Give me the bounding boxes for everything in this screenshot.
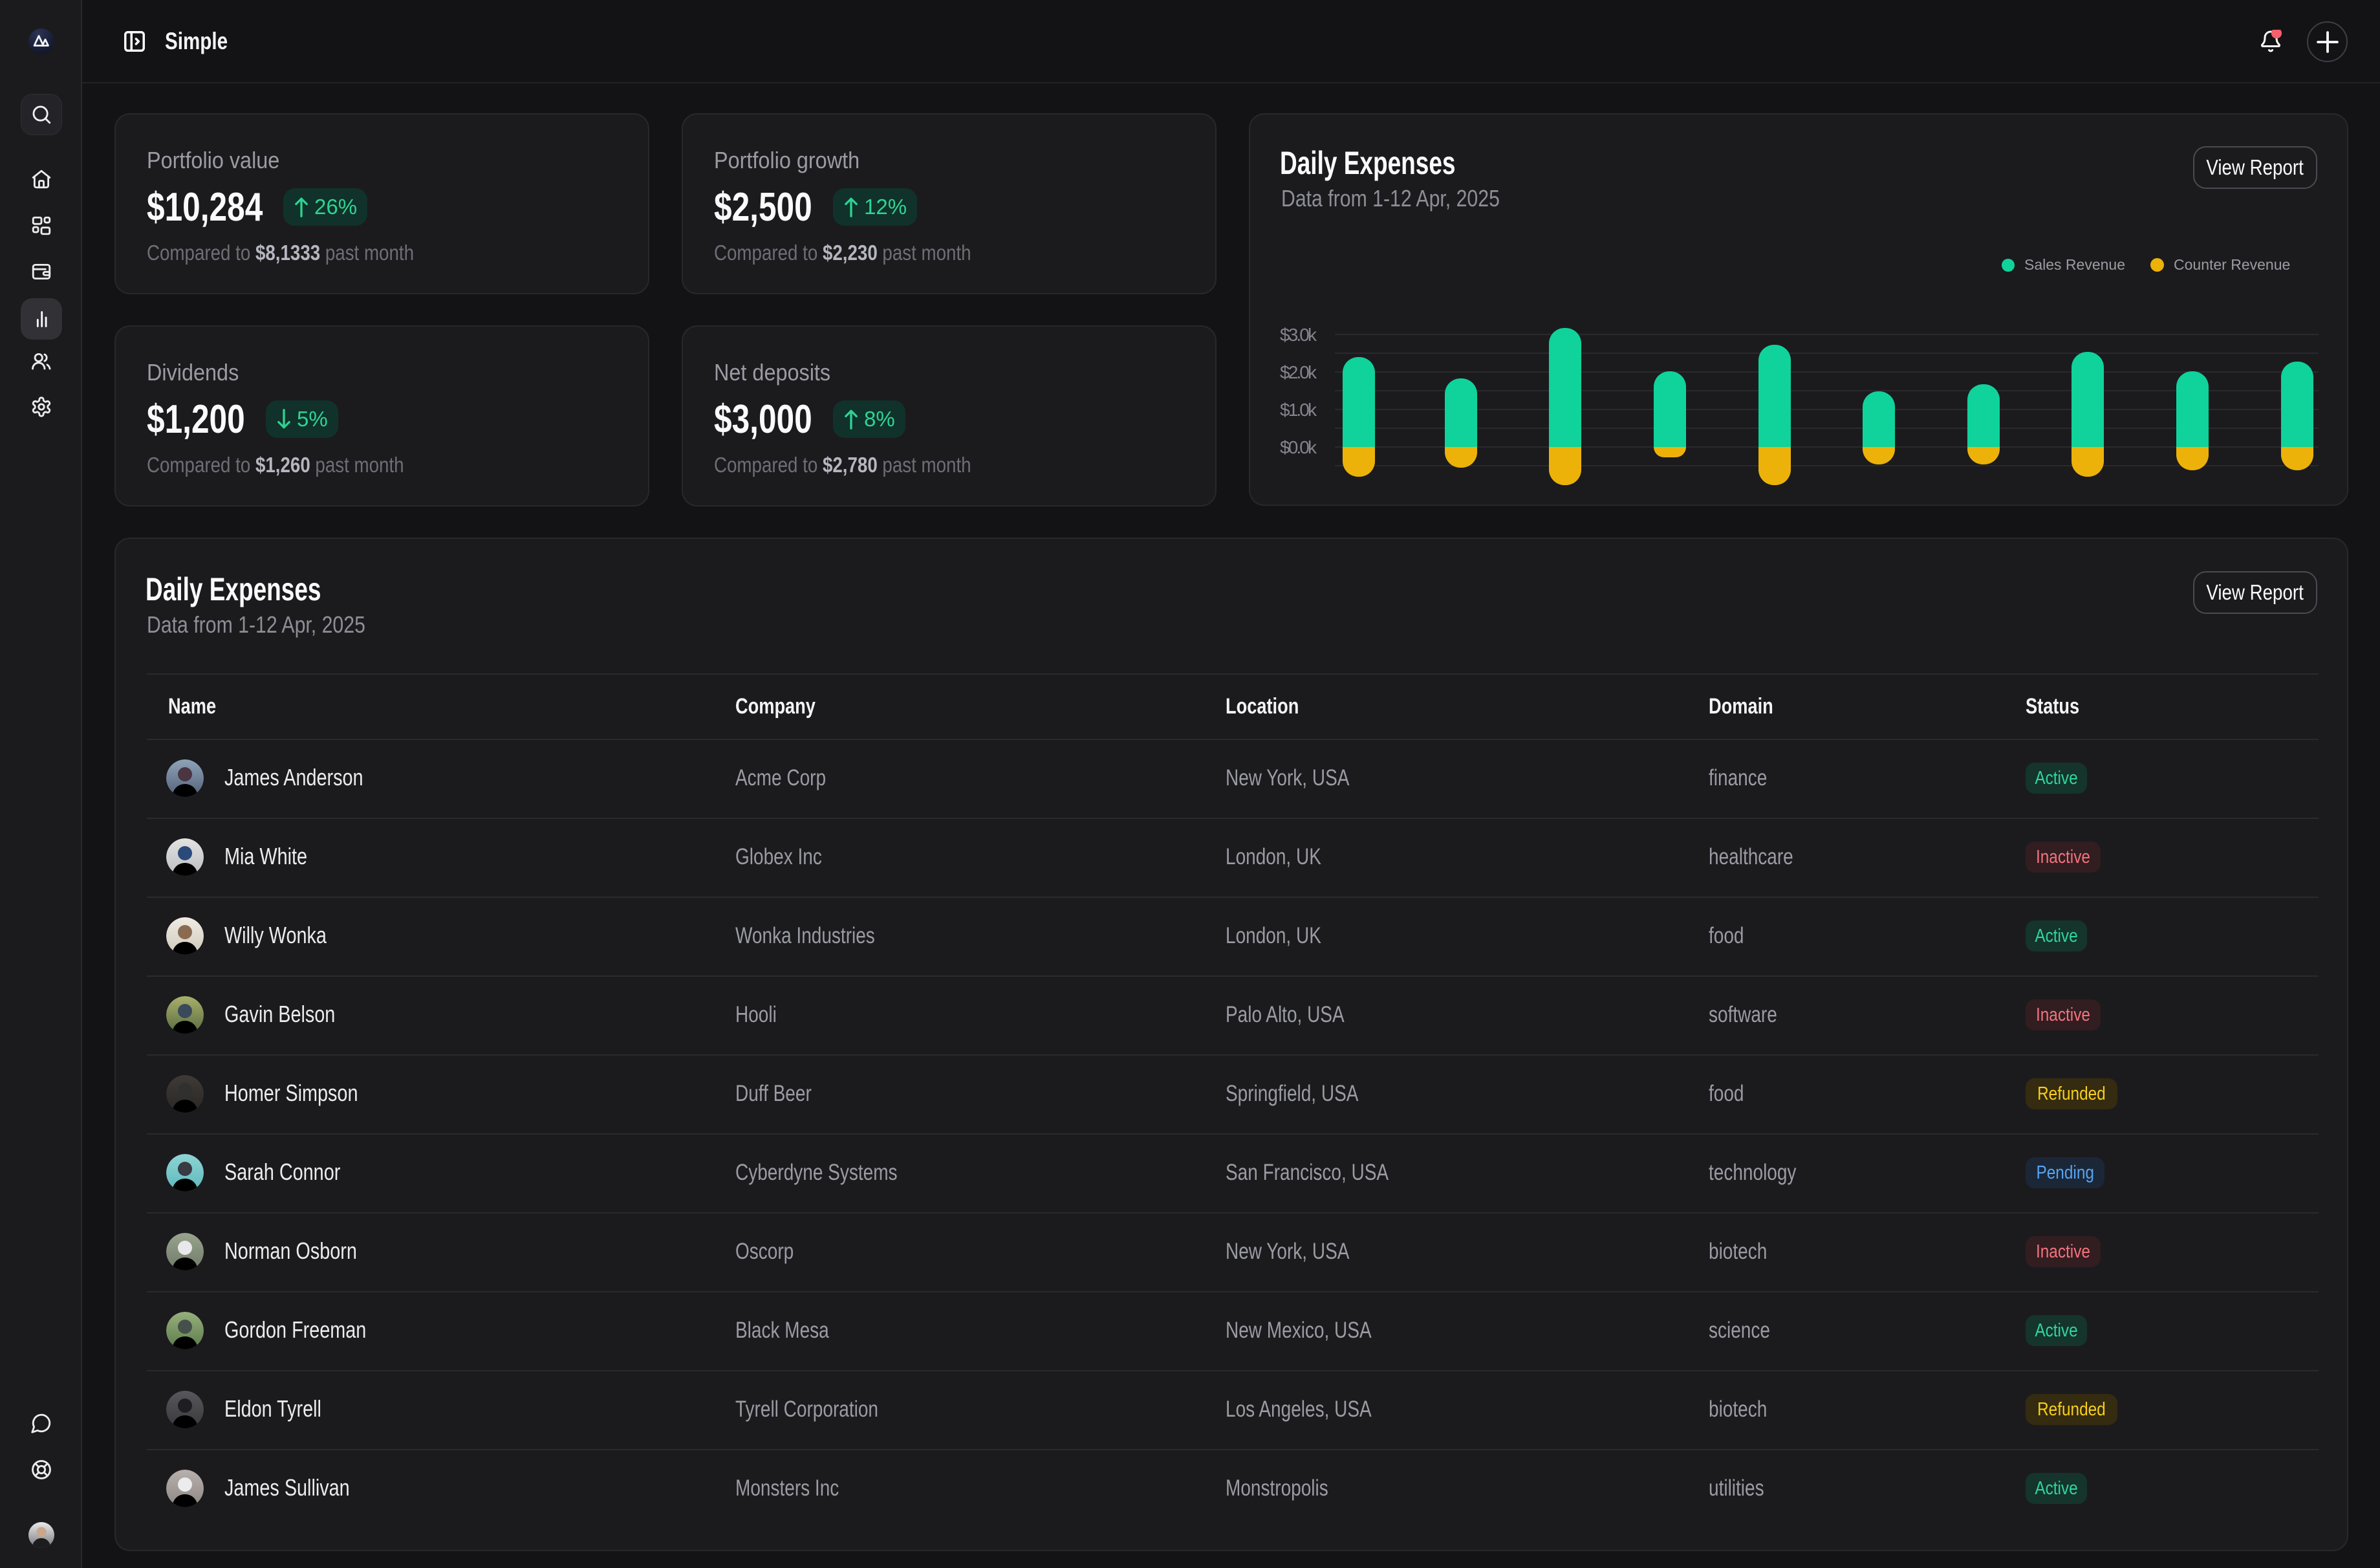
svg-text:$2.0k: $2.0k: [1280, 362, 1317, 382]
svg-text:$0.0k: $0.0k: [1280, 437, 1317, 457]
svg-text:$1.0k: $1.0k: [1280, 400, 1317, 420]
svg-text:$3.0k: $3.0k: [1280, 325, 1317, 345]
